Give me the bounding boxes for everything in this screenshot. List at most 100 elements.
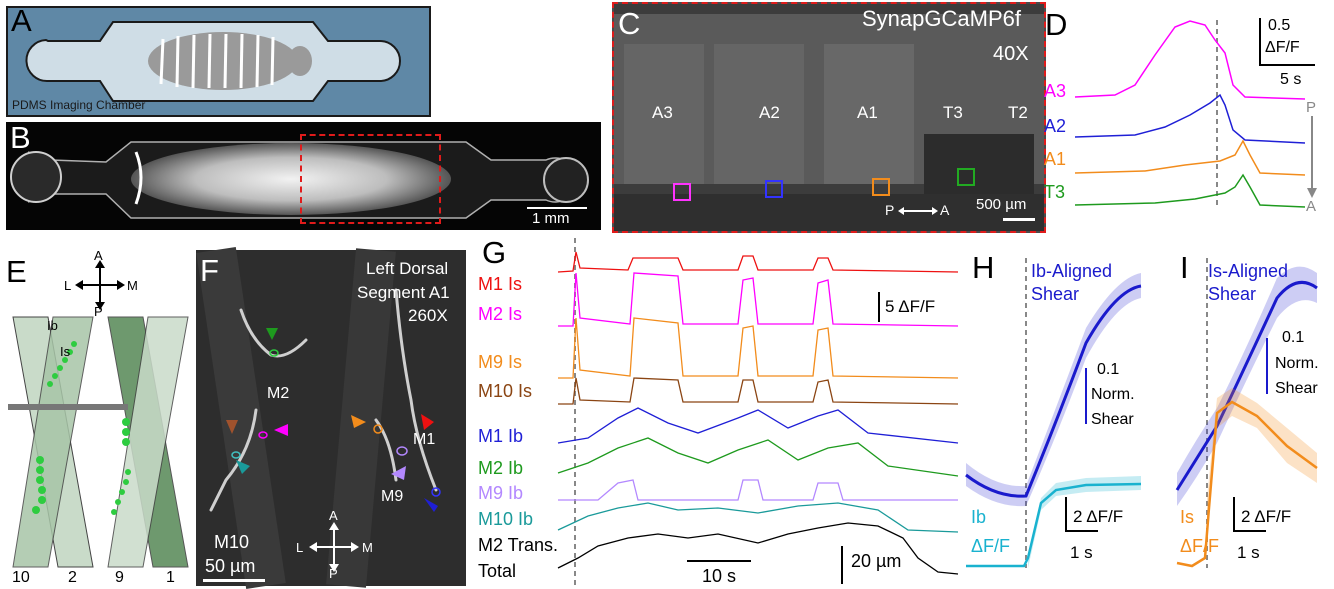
roi-markers-f	[226, 328, 441, 512]
trace-label-g-total: Total	[478, 561, 517, 581]
axis-a-d: A	[1306, 198, 1317, 215]
scale-h-y-label: 2 ΔF/F	[1073, 507, 1124, 526]
panel-a	[6, 6, 431, 117]
f-title-1: Left Dorsal	[366, 259, 449, 278]
compass-f-a: A	[329, 508, 338, 523]
trace-d-a2	[1074, 93, 1306, 144]
muscle-label-10: 10	[12, 569, 30, 586]
i-title-2: Shear	[1208, 284, 1257, 304]
scale-h-shear-l2: Shear	[1091, 411, 1134, 428]
compass-e-a: A	[94, 248, 103, 263]
zoom-region-box	[300, 134, 441, 224]
scalebar-c-label: 500 µm	[976, 196, 1027, 213]
scale-h-x-line	[1065, 530, 1098, 532]
roi-box-t3	[957, 168, 975, 186]
trace-label-d-a2: A2	[1044, 116, 1067, 136]
shear-i	[1175, 258, 1318, 568]
trace-label-g-m10-is: M10 Is	[478, 381, 533, 401]
panel-label-b: B	[10, 120, 31, 155]
trace-g-m10-ib	[557, 502, 959, 533]
scale-i-shear-l1: Norm.	[1275, 355, 1319, 372]
scale-i-y-label: 2 ΔF/F	[1241, 507, 1292, 526]
panel-label-c: C	[618, 6, 641, 41]
scale-h-shear-l1: Norm.	[1091, 386, 1135, 403]
panel-label-a: A	[11, 3, 32, 38]
scale-h-y-line	[1065, 497, 1067, 530]
compass-f-m: M	[362, 540, 373, 555]
trace-label-g-m10-ib: M10 Ib	[478, 509, 534, 529]
scale-i-x-line	[1233, 530, 1266, 532]
traces-d	[1074, 20, 1306, 208]
trace-g-m1-ib	[557, 407, 959, 444]
roi-box-a3	[673, 183, 691, 201]
trace-d-a1	[1074, 139, 1306, 176]
muscle-label-9: 9	[115, 569, 124, 586]
fluorescence-image	[614, 4, 1044, 231]
scale-g-x-label: 10 s	[702, 566, 737, 586]
scale-g-x-line	[687, 560, 751, 562]
scalebar-f-line	[203, 579, 265, 582]
compass-e	[75, 260, 125, 310]
compass-e-p: P	[94, 304, 103, 319]
compass-e-l: L	[64, 278, 72, 293]
panel-c	[612, 2, 1046, 233]
i-trace-2: ΔF/F	[1180, 536, 1220, 556]
h-title-1: Ib-Aligned	[1031, 261, 1113, 281]
trace-g-m9-is	[558, 317, 959, 379]
scale-h-shear-value: 0.1	[1097, 361, 1120, 378]
scale-i-shear-line	[1266, 338, 1268, 394]
trace-label-d-a3: A3	[1044, 81, 1067, 101]
f-magnification: 260X	[408, 306, 448, 325]
trace-label-g-m2-ib: M2 Ib	[478, 458, 524, 478]
trace-d-t3	[1074, 173, 1306, 208]
larva-silhouette	[148, 32, 298, 90]
roi-box-a2	[765, 180, 783, 198]
trace-label-g-m1-is: M1 Is	[478, 274, 523, 294]
muscle-m9: M9	[381, 488, 404, 505]
trace-i-mean	[1176, 400, 1318, 568]
segment-label-a3: A3	[652, 103, 673, 122]
muscle-label-2: 2	[68, 569, 77, 586]
panel-label-g: G	[482, 235, 507, 270]
trace-label-g-m9-is: M9 Is	[478, 352, 523, 372]
trace-g-m9-ib	[558, 479, 958, 501]
indicator-name: SynapGCaMP6f	[862, 6, 1021, 31]
compass-f	[309, 522, 359, 572]
muscle-schematic	[8, 316, 189, 568]
trace-label-g-m2-trans: M2 Trans.	[478, 535, 559, 555]
scale-i-y-line	[1233, 497, 1235, 530]
trace-label-d-a1: A1	[1044, 149, 1067, 169]
roi-box-a1	[872, 178, 890, 196]
axis-p-d: P	[1306, 99, 1317, 116]
scale-d-horizontal	[1259, 64, 1315, 66]
trace-g-m2-trans	[557, 522, 959, 575]
traces-g	[557, 238, 959, 588]
scale-i-shear-l2: Shear	[1275, 380, 1318, 397]
panel-label-e: E	[6, 254, 27, 289]
scalebar-b-line	[527, 207, 587, 209]
scale-g-y-label: 5 ΔF/F	[885, 297, 936, 316]
h-trace-2: ΔF/F	[971, 536, 1011, 556]
trace-h-mean	[966, 482, 1142, 568]
scalebar-f-label: 50 µm	[205, 556, 256, 576]
h-trace-1: Ib	[971, 507, 987, 527]
magnification-c: 40X	[993, 43, 1029, 65]
muscle-m10: M10	[214, 532, 250, 552]
segment-label-t2: T2	[1008, 103, 1028, 122]
panel-label-f: F	[200, 253, 219, 288]
scale-d-vertical	[1259, 18, 1261, 64]
trace-g-m1-is	[557, 251, 959, 273]
trace-g-m10-is	[558, 377, 959, 405]
panel-label-h: H	[972, 250, 995, 285]
compass-f-p: P	[329, 566, 338, 581]
scale-i-shear-value: 0.1	[1282, 329, 1305, 346]
scalebar-c-line	[1003, 218, 1035, 221]
imaging-chamber-drawing	[25, 21, 401, 102]
shear-h	[965, 258, 1142, 568]
muscle-label-1: 1	[166, 569, 175, 586]
i-title-1: Is-Aligned	[1208, 261, 1289, 281]
scale-d-y-unit: ΔF/F	[1265, 39, 1300, 56]
segment-label-a2: A2	[759, 103, 780, 122]
axis-p-c: P	[885, 202, 895, 218]
shear-h-mean	[965, 284, 1142, 498]
